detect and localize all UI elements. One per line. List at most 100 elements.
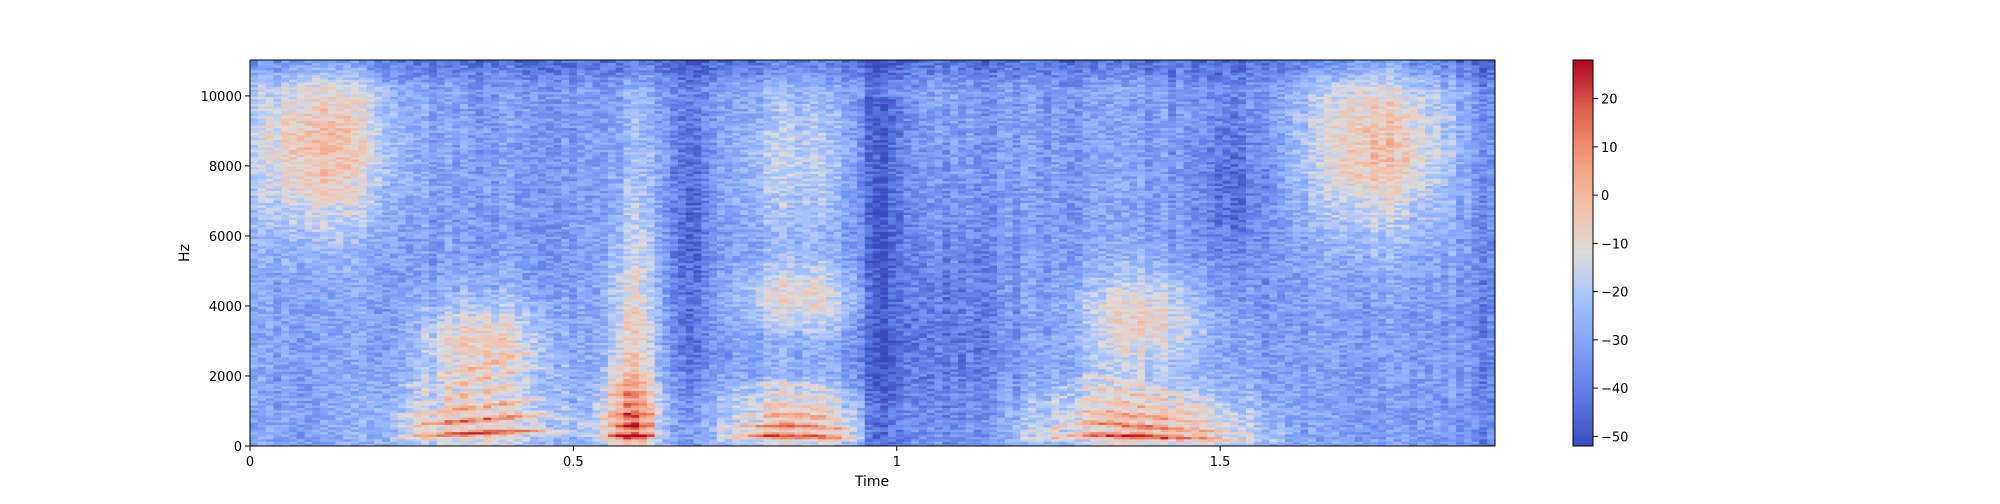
spectrogram-cell bbox=[405, 332, 415, 336]
spectrogram-cell bbox=[257, 272, 267, 276]
spectrogram-cell bbox=[327, 187, 337, 191]
spectrogram-cell bbox=[351, 310, 360, 314]
spectrogram-cell bbox=[397, 330, 407, 334]
spectrogram-cell bbox=[296, 359, 306, 363]
spectrogram-cell bbox=[265, 178, 274, 182]
spectrogram-cell bbox=[358, 414, 368, 418]
spectrogram-cell bbox=[358, 120, 368, 124]
spectrogram-cell bbox=[413, 298, 422, 302]
spectrogram-cell bbox=[273, 320, 282, 324]
spectrogram-cell bbox=[312, 294, 321, 298]
spectrogram-cell bbox=[366, 240, 376, 244]
spectrogram-cell bbox=[288, 67, 298, 71]
spectrogram-cell bbox=[374, 221, 383, 225]
spectrogram-cell bbox=[288, 122, 298, 126]
spectrogram-cell bbox=[358, 320, 368, 324]
spectrogram-cell bbox=[358, 363, 368, 367]
spectrogram-cell bbox=[413, 294, 422, 298]
spectrogram-cell bbox=[421, 330, 430, 334]
spectrogram-cell bbox=[397, 74, 407, 78]
spectrogram-cell bbox=[327, 69, 337, 73]
spectrogram-cell bbox=[405, 322, 415, 326]
spectrogram-cell bbox=[390, 339, 399, 343]
spectrogram-cell bbox=[304, 173, 313, 177]
spectrogram-cell bbox=[273, 433, 282, 437]
spectrogram-cell bbox=[343, 390, 352, 394]
spectrogram-cell bbox=[397, 284, 407, 288]
spectrogram-cell bbox=[304, 144, 313, 148]
spectrogram-cell bbox=[413, 289, 422, 293]
spectrogram-cell bbox=[327, 363, 337, 367]
spectrogram-cell bbox=[358, 156, 368, 160]
spectrogram-cell bbox=[312, 373, 321, 377]
spectrogram-cell bbox=[257, 383, 267, 387]
spectrogram-cell bbox=[320, 407, 329, 411]
spectrogram-cell bbox=[390, 74, 399, 78]
spectrogram-cell bbox=[358, 335, 368, 339]
spectrogram-cell bbox=[405, 409, 415, 413]
spectrogram-cell bbox=[382, 272, 391, 276]
spectrogram-cell bbox=[320, 129, 329, 133]
spectrogram-cell bbox=[257, 103, 267, 107]
spectrogram-cell bbox=[405, 209, 415, 213]
spectrogram-cell bbox=[265, 277, 274, 281]
spectrogram-cell bbox=[343, 67, 352, 71]
spectrogram-cell bbox=[421, 414, 430, 418]
spectrogram-cell bbox=[390, 129, 399, 133]
spectrogram-cell bbox=[250, 204, 259, 208]
spectrogram-cell bbox=[312, 441, 321, 445]
spectrogram-cell bbox=[257, 236, 267, 240]
spectrogram-cell bbox=[358, 69, 368, 73]
spectrogram-cell bbox=[327, 380, 337, 384]
spectrogram-cell bbox=[351, 142, 360, 146]
spectrogram-cell bbox=[327, 286, 337, 290]
spectrogram-cell bbox=[250, 390, 259, 394]
spectrogram-cell bbox=[366, 322, 376, 326]
spectrogram-cell bbox=[351, 168, 360, 172]
spectrogram-cell bbox=[405, 269, 415, 273]
spectrogram-cell bbox=[421, 168, 430, 172]
spectrogram-cell bbox=[320, 93, 329, 97]
spectrogram-cell bbox=[327, 105, 337, 109]
spectrogram-cell bbox=[320, 404, 329, 408]
spectrogram-cell bbox=[335, 272, 344, 276]
spectrogram-cell bbox=[413, 60, 422, 64]
spectrogram-cell bbox=[296, 204, 306, 208]
spectrogram-cell bbox=[250, 117, 259, 121]
spectrogram-cell bbox=[296, 170, 306, 174]
spectrogram-cell bbox=[374, 412, 383, 416]
spectrogram-cell bbox=[312, 255, 321, 259]
spectrogram-cell bbox=[296, 291, 306, 295]
spectrogram-cell bbox=[288, 173, 298, 177]
spectrogram-cell bbox=[382, 72, 391, 76]
spectrogram-cell bbox=[335, 402, 344, 406]
spectrogram-cell bbox=[390, 436, 399, 440]
spectrogram-cell bbox=[312, 86, 321, 90]
spectrogram-cell bbox=[397, 443, 407, 446]
spectrogram-cell bbox=[281, 419, 290, 423]
spectrogram-cell bbox=[257, 284, 267, 288]
spectrogram-cell bbox=[296, 122, 306, 126]
spectrogram-cell bbox=[273, 236, 282, 240]
spectrogram-cell bbox=[374, 91, 383, 95]
spectrogram-cell bbox=[327, 274, 337, 278]
spectrogram-cell bbox=[281, 395, 290, 399]
spectrogram-cell bbox=[397, 291, 407, 295]
spectrogram-cell bbox=[374, 322, 383, 326]
spectrogram-cell bbox=[366, 166, 376, 170]
spectrogram-cell bbox=[358, 219, 368, 223]
spectrogram-cell bbox=[335, 414, 344, 418]
spectrogram-cell bbox=[304, 383, 313, 387]
spectrogram-cell bbox=[273, 110, 282, 114]
spectrogram-cell bbox=[327, 376, 337, 380]
spectrogram-cell bbox=[250, 74, 259, 78]
spectrogram-cell bbox=[265, 344, 274, 348]
spectrogram-cell bbox=[397, 296, 407, 300]
spectrogram-cell bbox=[288, 359, 298, 363]
spectrogram-cell bbox=[273, 325, 282, 329]
spectrogram-cell bbox=[327, 383, 337, 387]
spectrogram-cell bbox=[327, 361, 337, 365]
spectrogram-cell bbox=[397, 400, 407, 404]
spectrogram-cell bbox=[250, 373, 259, 377]
spectrogram-cell bbox=[288, 392, 298, 396]
